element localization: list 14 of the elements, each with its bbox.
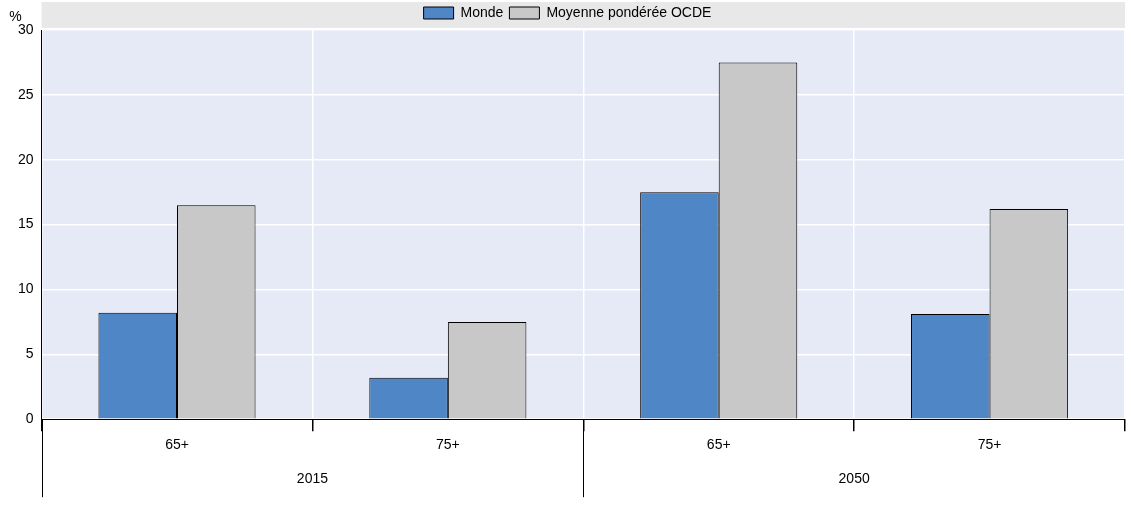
legend-label: Monde	[460, 3, 504, 20]
y-tick-label: 15	[17, 215, 34, 232]
x-tick-label: 75+	[435, 436, 460, 453]
text: 2050	[838, 470, 870, 487]
y-tick-label: 0	[25, 410, 34, 427]
x-tick-label: 65+	[165, 436, 189, 453]
text: 2015	[296, 470, 329, 487]
y-tick-label: 5	[25, 345, 34, 362]
y-tick-label: 25	[17, 85, 34, 102]
x-tick-label: 75+	[977, 436, 1002, 453]
y-tick-label: 10	[17, 280, 34, 297]
y-tick-label: 20	[17, 150, 34, 167]
x-tick-label: 65+	[706, 436, 731, 453]
legend-label: Moyenne pondérée OCDE	[546, 3, 712, 20]
